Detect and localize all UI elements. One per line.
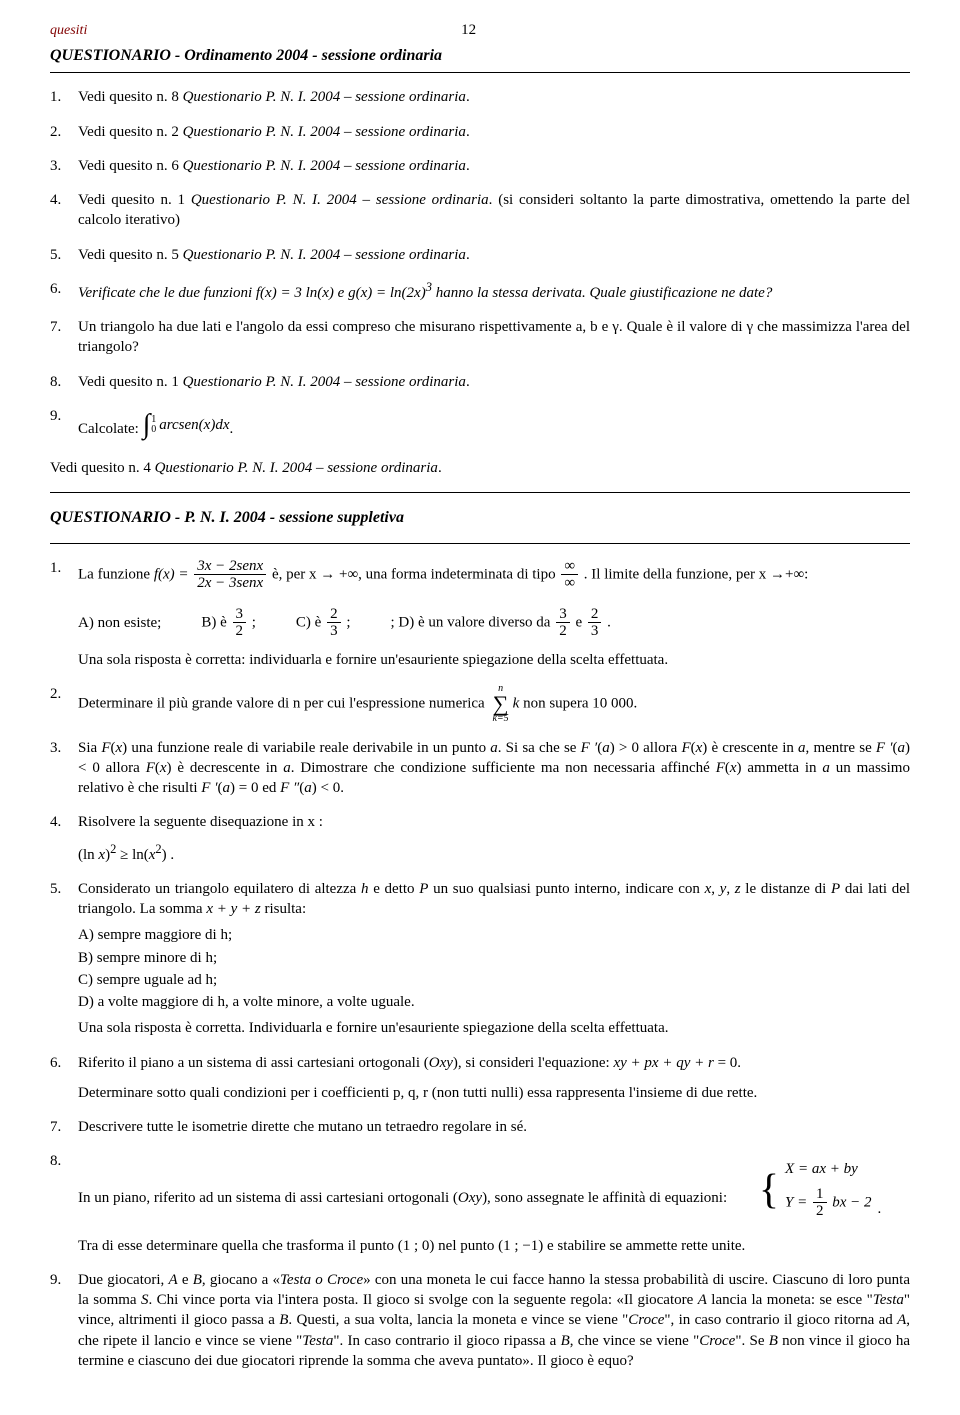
q5-conclusion: Una sola risposta è corretta. Individuar… xyxy=(78,1020,669,1036)
summation: n ∑ k=5 xyxy=(492,684,508,724)
q-number: 4. xyxy=(50,812,78,865)
section1-title: QUESTIONARIO - Ordinamento 2004 - sessio… xyxy=(50,45,910,67)
s2-q3: 3. Sia F(x) una funzione reale di variab… xyxy=(50,738,910,799)
q-body: Verificate che le due funzioni f(x) = 3 … xyxy=(78,279,910,303)
page-number: 12 xyxy=(87,20,850,40)
q1: 1. Vedi quesito n. 8 Questionario P. N. … xyxy=(50,87,910,107)
opt-d: D) a volte maggiore di h, a volte minore… xyxy=(78,992,910,1012)
q1-options: A) non esiste; B) è 32 ; C) è 23 ; ; D) … xyxy=(78,606,910,640)
q-number: 2. xyxy=(50,122,78,142)
opt-b: B) sempre minore di h; xyxy=(78,948,910,968)
q-body: Considerato un triangolo equilatero di a… xyxy=(78,879,910,1039)
question-list-1: 1. Vedi quesito n. 8 Questionario P. N. … xyxy=(50,87,910,443)
q-body: La funzione f(x) = 3x − 2senx 2x − 3senx… xyxy=(78,558,910,592)
q1-conclusion: Una sola risposta è corretta: individuar… xyxy=(78,650,910,670)
disequation: (ln x)2 ≥ ln(x2) . xyxy=(78,841,910,865)
s2-q7: 7. Descrivere tutte le isometrie dirette… xyxy=(50,1117,910,1137)
q-body: Calcolate: ∫ 1 0 arcsen(x)dx . xyxy=(78,406,910,444)
integral-expr: ∫ 1 0 arcsen(x)dx xyxy=(143,406,230,444)
header-label: quesiti xyxy=(50,22,87,41)
q4: 4. Vedi quesito n. 1 Questionario P. N. … xyxy=(50,190,910,231)
s2-q8: 8. In un piano, riferito ad un sistema d… xyxy=(50,1151,910,1256)
question-list-2b: 2. Determinare il più grande valore di n… xyxy=(50,684,910,1371)
q-number: 3. xyxy=(50,156,78,176)
page-header: quesiti 12 xyxy=(50,20,910,41)
q8: 8. Vedi quesito n. 1 Questionario P. N. … xyxy=(50,372,910,392)
q-body: Due giocatori, A e B, giocano a «Testa o… xyxy=(78,1270,910,1371)
s2-q2: 2. Determinare il più grande valore di n… xyxy=(50,684,910,724)
q-number: 2. xyxy=(50,684,78,724)
q-number: 6. xyxy=(50,279,78,303)
q7: 7. Un triangolo ha due lati e l'angolo d… xyxy=(50,317,910,358)
q-body: Vedi quesito n. 6 Questionario P. N. I. … xyxy=(78,156,910,176)
q-body: Determinare il più grande valore di n pe… xyxy=(78,684,910,724)
opt-a: A) sempre maggiore di h; xyxy=(78,925,910,945)
q-body: Un triangolo ha due lati e l'angolo da e… xyxy=(78,317,910,358)
s2-q4: 4. Risolvere la seguente disequazione in… xyxy=(50,812,910,865)
q-body: Descrivere tutte le isometrie dirette ch… xyxy=(78,1117,910,1137)
q-body: Vedi quesito n. 5 Questionario P. N. I. … xyxy=(78,245,910,265)
q-number: 1. xyxy=(50,558,78,592)
q-number: 8. xyxy=(50,372,78,392)
q-number: 5. xyxy=(50,879,78,1039)
q2: 2. Vedi quesito n. 2 Questionario P. N. … xyxy=(50,122,910,142)
q-body: Vedi quesito n. 2 Questionario P. N. I. … xyxy=(78,122,910,142)
opt-c: C) è 23 ; xyxy=(296,606,351,640)
q-number: 4. xyxy=(50,190,78,231)
section2-title: QUESTIONARIO - P. N. I. 2004 - sessione … xyxy=(50,507,910,529)
s2-q5: 5. Considerato un triangolo equilatero d… xyxy=(50,879,910,1039)
q-body: Sia F(x) una funzione reale di variabile… xyxy=(78,738,910,799)
question-list-2: 1. La funzione f(x) = 3x − 2senx 2x − 3s… xyxy=(50,558,910,592)
q-number: 3. xyxy=(50,738,78,799)
q-number: 9. xyxy=(50,406,78,444)
q-body: Risolvere la seguente disequazione in x … xyxy=(78,812,910,865)
q-body: In un piano, riferito ad un sistema di a… xyxy=(78,1151,910,1256)
divider xyxy=(50,543,910,544)
q-body: Vedi quesito n. 1 Questionario P. N. I. … xyxy=(78,190,910,231)
fraction: 3x − 2senx 2x − 3senx xyxy=(194,558,266,592)
q5-options: A) sempre maggiore di h; B) sempre minor… xyxy=(78,925,910,1012)
q-body: Vedi quesito n. 8 Questionario P. N. I. … xyxy=(78,87,910,107)
q-number: 5. xyxy=(50,245,78,265)
divider xyxy=(50,492,910,493)
q5: 5. Vedi quesito n. 5 Questionario P. N. … xyxy=(50,245,910,265)
vedi-reference: Vedi quesito n. 4 Questionario P. N. I. … xyxy=(50,458,910,478)
equation-system: { X = ax + by Y = 12 bx − 2 . xyxy=(759,1159,881,1219)
q-body: Vedi quesito n. 1 Questionario P. N. I. … xyxy=(78,372,910,392)
fraction-inf: ∞ ∞ xyxy=(561,558,578,592)
opt-b: B) è 32 ; xyxy=(201,606,256,640)
q3: 3. Vedi quesito n. 6 Questionario P. N. … xyxy=(50,156,910,176)
s2-q1: 1. La funzione f(x) = 3x − 2senx 2x − 3s… xyxy=(50,558,910,592)
opt-a: A) non esiste; xyxy=(78,613,161,633)
q-number: 8. xyxy=(50,1151,78,1256)
opt-c: C) sempre uguale ad h; xyxy=(78,970,910,990)
q-number: 7. xyxy=(50,317,78,358)
q6: 6. Verificate che le due funzioni f(x) =… xyxy=(50,279,910,303)
opt-d: ; D) è un valore diverso da 32 e 23 . xyxy=(391,606,611,640)
q9: 9. Calcolate: ∫ 1 0 arcsen(x)dx . xyxy=(50,406,910,444)
q-number: 7. xyxy=(50,1117,78,1137)
q-number: 6. xyxy=(50,1053,78,1104)
s2-q9: 9. Due giocatori, A e B, giocano a «Test… xyxy=(50,1270,910,1371)
s2-q6: 6. Riferito il piano a un sistema di ass… xyxy=(50,1053,910,1104)
divider xyxy=(50,72,910,73)
q-body: Riferito il piano a un sistema di assi c… xyxy=(78,1053,910,1104)
q-number: 9. xyxy=(50,1270,78,1371)
q-number: 1. xyxy=(50,87,78,107)
